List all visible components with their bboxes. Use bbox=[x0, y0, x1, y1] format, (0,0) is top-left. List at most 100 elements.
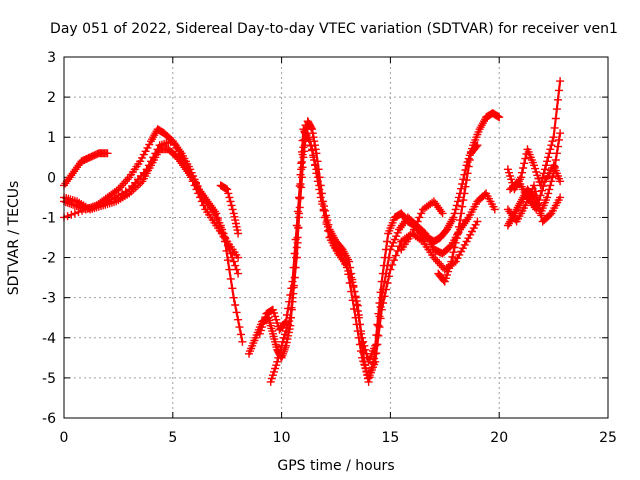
data-point bbox=[380, 292, 389, 301]
data-point bbox=[537, 211, 546, 220]
data-point bbox=[447, 257, 456, 266]
data-point bbox=[459, 196, 468, 205]
data-point bbox=[468, 227, 476, 236]
data-point bbox=[307, 123, 316, 132]
data-point bbox=[63, 212, 72, 221]
data-point bbox=[411, 221, 420, 230]
data-point bbox=[267, 374, 276, 383]
data-point bbox=[312, 169, 321, 178]
y-tick-label: -4 bbox=[42, 331, 56, 347]
data-point bbox=[451, 238, 460, 247]
data-point bbox=[283, 323, 291, 332]
data-point bbox=[303, 129, 312, 138]
data-point bbox=[322, 220, 331, 229]
data-point bbox=[153, 145, 162, 154]
data-point bbox=[285, 317, 294, 326]
data-point bbox=[458, 202, 467, 211]
chart-title: Day 051 of 2022, Sidereal Day-to-day VTE… bbox=[50, 21, 618, 37]
data-point bbox=[293, 238, 302, 247]
data-point bbox=[415, 213, 424, 222]
data-point bbox=[348, 296, 357, 305]
data-point bbox=[449, 213, 458, 222]
data-point bbox=[556, 177, 565, 186]
y-tick-label: -5 bbox=[42, 371, 56, 387]
data-point bbox=[388, 260, 397, 269]
data-point bbox=[292, 253, 301, 262]
data-point bbox=[383, 237, 392, 246]
data-point bbox=[473, 217, 482, 226]
data-point bbox=[78, 206, 87, 215]
data-point bbox=[472, 142, 481, 151]
data-point bbox=[544, 153, 553, 162]
data-point bbox=[542, 161, 550, 170]
data-point bbox=[465, 156, 474, 164]
data-point bbox=[519, 164, 528, 172]
data-point bbox=[311, 161, 319, 170]
data-point bbox=[545, 149, 554, 158]
data-point bbox=[546, 181, 555, 190]
data-point bbox=[533, 200, 542, 209]
data-point bbox=[225, 265, 234, 274]
data-point bbox=[379, 299, 388, 307]
data-point bbox=[288, 293, 297, 302]
x-tick-label: 20 bbox=[490, 430, 508, 446]
grid bbox=[64, 57, 608, 418]
data-point bbox=[231, 301, 240, 309]
data-point bbox=[224, 189, 233, 198]
data-point bbox=[234, 253, 243, 262]
data-point bbox=[384, 253, 393, 262]
data-point bbox=[291, 263, 300, 272]
data-point bbox=[552, 149, 561, 158]
data-point bbox=[226, 274, 235, 283]
data-point bbox=[384, 272, 393, 281]
data-point bbox=[532, 205, 541, 214]
x-tick-label: 5 bbox=[168, 430, 177, 446]
data-point bbox=[490, 205, 499, 214]
data-point bbox=[277, 341, 286, 350]
data-point bbox=[556, 77, 565, 86]
data-point bbox=[387, 242, 396, 251]
data-point bbox=[92, 201, 101, 210]
series-track-10 bbox=[434, 141, 482, 286]
data-point bbox=[390, 256, 398, 265]
data-point bbox=[538, 186, 546, 195]
data-point bbox=[455, 250, 464, 259]
data-point bbox=[410, 225, 418, 234]
data-point bbox=[373, 340, 382, 349]
data-point bbox=[550, 123, 559, 132]
data-point bbox=[168, 137, 177, 146]
data-point bbox=[355, 340, 364, 349]
data-point bbox=[371, 357, 380, 366]
data-point bbox=[521, 154, 530, 163]
data-point bbox=[417, 236, 426, 245]
data-point bbox=[357, 347, 365, 356]
x-tick-label: 25 bbox=[599, 430, 617, 446]
data-point bbox=[196, 193, 204, 202]
data-point bbox=[229, 293, 238, 302]
data-point bbox=[450, 243, 459, 252]
data-point bbox=[457, 184, 466, 193]
data-point bbox=[172, 143, 181, 152]
data-point bbox=[313, 177, 322, 186]
data-point bbox=[375, 323, 384, 332]
data-point bbox=[452, 201, 461, 210]
data-point bbox=[552, 105, 561, 114]
series-track-9 bbox=[397, 197, 447, 254]
data-point bbox=[192, 185, 201, 194]
data-point bbox=[520, 159, 529, 168]
data-point bbox=[452, 234, 461, 243]
data-point bbox=[438, 209, 447, 218]
data-point bbox=[229, 257, 238, 266]
data-point bbox=[237, 330, 245, 339]
data-point bbox=[185, 169, 194, 178]
data-point bbox=[186, 173, 195, 182]
data-point bbox=[194, 189, 203, 198]
data-point bbox=[85, 204, 94, 213]
data-point bbox=[318, 200, 327, 209]
data-point bbox=[136, 157, 145, 166]
data-point bbox=[556, 193, 565, 202]
data-point bbox=[531, 164, 540, 173]
data-point bbox=[316, 193, 325, 202]
data-point bbox=[556, 129, 565, 138]
x-tick-labels: 0 5 10 15 20 25 bbox=[60, 430, 617, 446]
